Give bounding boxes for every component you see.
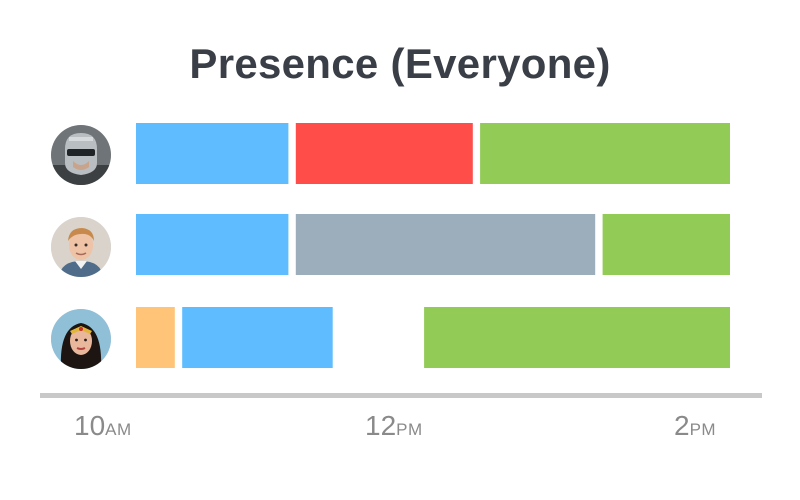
- x-tick-label: 12PM: [365, 410, 423, 441]
- time-axis-line: [40, 393, 762, 398]
- young-man-avatar-icon: [51, 217, 111, 277]
- presence-segment-gray: [295, 214, 596, 275]
- chart-title: Presence (Everyone): [189, 40, 611, 87]
- presence-segment-green: [424, 307, 730, 368]
- robot-helmet-avatar-icon: [51, 125, 111, 185]
- presence-segment-blue: [136, 214, 289, 275]
- presence-segment-green: [480, 123, 730, 184]
- x-tick-label: 10AM: [74, 410, 132, 441]
- presence-segment-red: [295, 123, 473, 184]
- presence-segment-green: [602, 214, 730, 275]
- woman-tiara-avatar-icon: [51, 309, 111, 369]
- x-tick-label: 2PM: [674, 410, 717, 441]
- presence-segment-orange: [136, 307, 175, 368]
- presence-segment-blue: [182, 307, 333, 368]
- presence-segment-blue: [136, 123, 289, 184]
